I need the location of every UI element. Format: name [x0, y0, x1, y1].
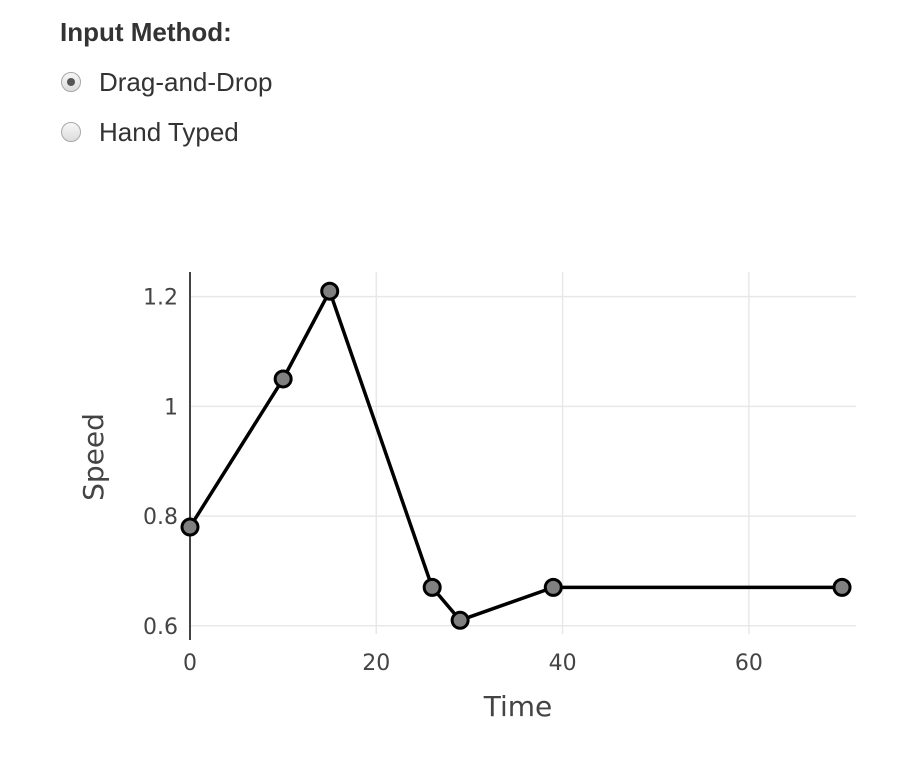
axis-layer: 0 20 40 60 0.6 0.8 1 1.2 — [143, 272, 763, 676]
radio-label-hand-typed: Hand Typed — [99, 116, 239, 147]
radio-drag-and-drop[interactable]: Drag-and-Drop — [60, 64, 460, 100]
series-line — [188, 289, 842, 623]
radio-label-drag-and-drop: Drag-and-Drop — [99, 66, 273, 97]
grid-layer — [190, 272, 856, 634]
radio-button-unchecked[interactable] — [61, 122, 81, 142]
data-point — [422, 577, 442, 597]
data-point — [832, 577, 852, 597]
data-point — [273, 369, 293, 389]
y-tick-label: 1.2 — [143, 286, 178, 311]
chart-container: 0 20 40 60 0.6 0.8 1 1.2 Time Speed — [0, 230, 922, 750]
data-point — [180, 517, 200, 537]
input-method-group: Input Method: Drag-and-Drop Hand Typed — [60, 14, 460, 164]
radio-button-checked[interactable] — [61, 72, 81, 92]
y-axis-title: Speed — [77, 413, 110, 501]
y-tick-label: 1 — [164, 395, 178, 420]
x-tick-label: 20 — [362, 651, 390, 676]
marker-layer — [180, 281, 852, 630]
data-point — [320, 281, 340, 301]
speed-time-chart: 0 20 40 60 0.6 0.8 1 1.2 Time Speed — [77, 272, 856, 723]
x-tick-label: 0 — [183, 651, 197, 676]
x-tick-label: 40 — [549, 651, 577, 676]
radio-hand-typed[interactable]: Hand Typed — [60, 114, 460, 150]
x-axis-title: Time — [483, 690, 553, 723]
line-layer — [188, 289, 842, 623]
y-tick-label: 0.8 — [143, 505, 178, 530]
input-method-label: Input Method: — [60, 17, 232, 47]
y-tick-label: 0.6 — [143, 615, 178, 640]
x-tick-label: 60 — [735, 651, 763, 676]
data-point — [543, 577, 563, 597]
data-point — [450, 610, 470, 630]
